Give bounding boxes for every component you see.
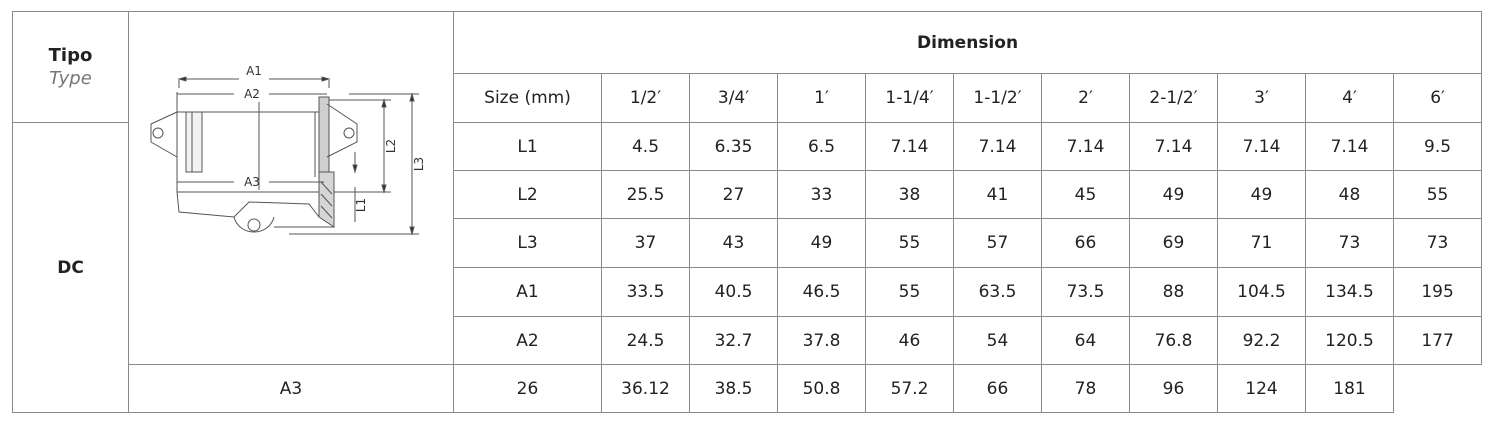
table-cell: 78 bbox=[1041, 364, 1130, 413]
size-label: Size (mm) bbox=[453, 73, 602, 123]
table-cell: 26 bbox=[453, 364, 602, 413]
table-cell: 46 bbox=[865, 316, 954, 365]
drawing-label-l1: L1 bbox=[354, 198, 368, 212]
size-header: 1-1/2′ bbox=[953, 73, 1042, 123]
table-cell: 73 bbox=[1392, 218, 1483, 268]
table-cell: 92.2 bbox=[1217, 316, 1306, 365]
drawing-label-l2: L2 bbox=[384, 139, 398, 153]
table-cell: 64 bbox=[1041, 316, 1130, 365]
size-header: 4′ bbox=[1305, 73, 1394, 123]
table-cell: 96 bbox=[1129, 364, 1218, 413]
table-cell: 7.14 bbox=[1217, 122, 1306, 171]
table-cell: 66 bbox=[953, 364, 1042, 413]
dimension-title: Dimension bbox=[452, 11, 1483, 74]
row-label: L1 bbox=[453, 122, 602, 171]
size-header: 3′ bbox=[1217, 73, 1306, 123]
table-cell: 54 bbox=[953, 316, 1042, 365]
type-header-cell: Tipo Type bbox=[12, 11, 129, 123]
size-header: 1′ bbox=[777, 73, 866, 123]
table-cell: 24.5 bbox=[601, 316, 690, 365]
table-cell: 124 bbox=[1217, 364, 1306, 413]
table-cell: 32.7 bbox=[689, 316, 778, 365]
table-cell: 40.5 bbox=[689, 267, 778, 317]
header-row: Tipo Type bbox=[12, 11, 1483, 365]
table-row: A3 26 36.12 38.5 50.8 57.2 66 78 96 124 … bbox=[13, 364, 1482, 413]
tipo-label: Tipo bbox=[48, 45, 93, 66]
type-label: Type bbox=[49, 68, 92, 89]
table-cell: 55 bbox=[865, 267, 954, 317]
table-cell: 27 bbox=[689, 170, 778, 219]
table-cell: 134.5 bbox=[1305, 267, 1394, 317]
table-cell: 25.5 bbox=[601, 170, 690, 219]
table-cell: 33.5 bbox=[601, 267, 690, 317]
size-header: 6′ bbox=[1392, 73, 1483, 123]
table-cell: 181 bbox=[1305, 364, 1394, 413]
table-cell: 7.14 bbox=[1129, 122, 1218, 171]
size-header: 1-1/4′ bbox=[865, 73, 954, 123]
table-cell: 7.14 bbox=[865, 122, 954, 171]
table-row: A1 33.5 40.5 46.5 55 63.5 73.5 88 104.5 … bbox=[13, 267, 1483, 317]
row-label: L2 bbox=[453, 170, 602, 219]
table-cell: 73.5 bbox=[1041, 267, 1130, 317]
table-row: L2 25.5 27 33 38 41 45 49 49 48 55 bbox=[13, 170, 1483, 219]
table-cell: 9.5 bbox=[1392, 122, 1483, 171]
table-cell: 49 bbox=[1217, 170, 1306, 219]
table-cell: 6.5 bbox=[777, 122, 866, 171]
table-cell: 37.8 bbox=[777, 316, 866, 365]
table-row: A2 24.5 32.7 37.8 46 54 64 76.8 92.2 120… bbox=[13, 316, 1483, 365]
drawing-label-a2: A2 bbox=[244, 87, 260, 101]
table-cell: 7.14 bbox=[1305, 122, 1394, 171]
type-value: DC bbox=[12, 122, 129, 413]
dimension-table: Tipo Type bbox=[12, 11, 1483, 413]
table-cell: 37 bbox=[601, 218, 690, 268]
table-cell: 36.12 bbox=[601, 364, 690, 413]
row-label: A3 bbox=[128, 364, 454, 413]
size-header: 2′ bbox=[1041, 73, 1130, 123]
table-cell: 46.5 bbox=[777, 267, 866, 317]
drawing-label-a1: A1 bbox=[246, 64, 262, 78]
row-label: A1 bbox=[453, 267, 602, 317]
table-cell: 55 bbox=[1392, 170, 1483, 219]
size-header-row: Size (mm) 1/2′ 3/4′ 1′ 1-1/4′ 1-1/2′ 2′ … bbox=[13, 73, 1483, 123]
table-cell: 38 bbox=[865, 170, 954, 219]
size-header: 1/2′ bbox=[601, 73, 690, 123]
table-cell: 57.2 bbox=[865, 364, 954, 413]
size-header: 3/4′ bbox=[689, 73, 778, 123]
size-header: 2-1/2′ bbox=[1129, 73, 1218, 123]
table-cell: 49 bbox=[1129, 170, 1218, 219]
table-cell: 57 bbox=[953, 218, 1042, 268]
table-cell: 66 bbox=[1041, 218, 1130, 268]
coupling-drawing: A1 A2 A3 L1 L2 L3 bbox=[150, 64, 426, 236]
table-cell: 177 bbox=[1392, 316, 1483, 365]
table-cell: 104.5 bbox=[1217, 267, 1306, 317]
drawing-label-a3: A3 bbox=[244, 175, 260, 189]
table-cell: 48 bbox=[1305, 170, 1394, 219]
table-cell: 41 bbox=[953, 170, 1042, 219]
table-cell: 50.8 bbox=[777, 364, 866, 413]
table-cell: 76.8 bbox=[1129, 316, 1218, 365]
table-cell: 49 bbox=[777, 218, 866, 268]
table-cell: 88 bbox=[1129, 267, 1218, 317]
row-label: L3 bbox=[453, 218, 602, 268]
table-cell: 69 bbox=[1129, 218, 1218, 268]
table-cell: 195 bbox=[1392, 267, 1483, 317]
table-cell: 7.14 bbox=[953, 122, 1042, 171]
row-label: A2 bbox=[453, 316, 602, 365]
table-cell: 38.5 bbox=[689, 364, 778, 413]
table-cell: 33 bbox=[777, 170, 866, 219]
table-cell: 7.14 bbox=[1041, 122, 1130, 171]
table-cell: 6.35 bbox=[689, 122, 778, 171]
table-cell: 55 bbox=[865, 218, 954, 268]
table-cell: 71 bbox=[1217, 218, 1306, 268]
technical-drawing-cell: A1 A2 A3 L1 L2 L3 bbox=[128, 11, 454, 365]
table-cell: 63.5 bbox=[953, 267, 1042, 317]
table-cell: 73 bbox=[1305, 218, 1394, 268]
table-cell: 120.5 bbox=[1305, 316, 1394, 365]
table-row: DC L1 4.5 6.35 6.5 7.14 7.14 7.14 7.14 7… bbox=[12, 122, 1483, 413]
table-cell: 4.5 bbox=[601, 122, 690, 171]
drawing-label-l3: L3 bbox=[412, 157, 426, 171]
table-cell: 43 bbox=[689, 218, 778, 268]
table-row: L3 37 43 49 55 57 66 69 71 73 73 bbox=[13, 218, 1483, 268]
table-cell: 45 bbox=[1041, 170, 1130, 219]
